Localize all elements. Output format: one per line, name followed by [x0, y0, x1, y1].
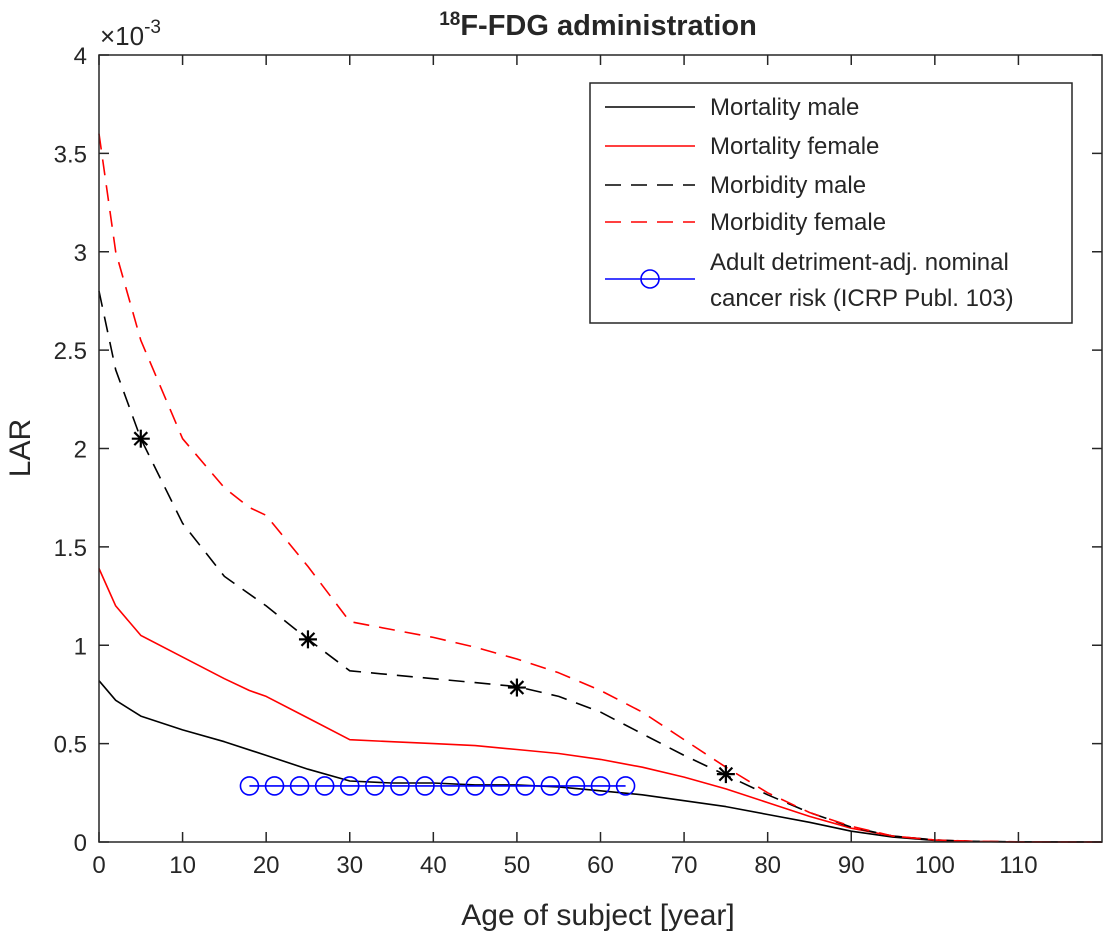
x-tick-label: 60 [587, 852, 614, 879]
legend-label: Adult detriment-adj. nominal cancer risk … [710, 249, 1014, 312]
icrp-risk-marker [540, 776, 561, 796]
asterisk-stroke [718, 766, 734, 782]
legend-label: Mortality male [710, 94, 859, 121]
y-tick-label: 0.5 [54, 732, 87, 759]
chart-title: 18F-FDG administration [439, 9, 757, 42]
icrp-risk-marker [465, 776, 485, 796]
legend-label-line: Adult detriment-adj. nominal [710, 249, 1009, 276]
icrp-risk-marker [365, 776, 385, 796]
x-tick-label: 30 [336, 852, 363, 879]
legend-swatch-marker [640, 269, 660, 289]
y-exponent-label: ×10-3 [100, 17, 161, 51]
axis-ticks: 0 10 20 30 40 50 60 70 80 90 100 110 0 0.5 1 1.5 2 2.5 3 3.… [54, 43, 1102, 879]
legend-label-line: cancer risk (ICRP Publ. 103) [710, 285, 1014, 312]
icrp-risk-marker [565, 776, 586, 796]
plot-area [98, 133, 1103, 843]
asterisk-marker [131, 429, 150, 448]
x-tick-label: 0 [92, 852, 105, 879]
icrp-risk-marker [314, 776, 335, 796]
y-tick-label: 2 [74, 437, 87, 464]
series-line-morbidity-female [98, 133, 1103, 843]
exponent-power: -3 [144, 17, 161, 38]
x-tick-label: 50 [504, 852, 531, 879]
legend-entry-mortality-female: Mortality female [605, 133, 879, 160]
legend-label: Morbidity male [710, 172, 866, 199]
y-tick-label: 1 [74, 633, 87, 660]
y-axis-label: LAR [4, 419, 37, 477]
asterisk-stroke [300, 632, 316, 647]
exponent-base: ×10 [100, 21, 144, 51]
icrp-risk-marker [590, 776, 611, 796]
icrp-risk-marker [339, 776, 360, 796]
icrp-risk-marker [289, 776, 310, 796]
x-axis-label: Age of subject [year] [461, 899, 735, 932]
icrp-risk-marker [390, 776, 410, 796]
x-tick-label: 70 [671, 852, 698, 879]
icrp-risk-marker [515, 776, 536, 796]
x-tick-label: 100 [915, 852, 955, 879]
x-tick-label: 90 [838, 852, 865, 879]
legend-entry-morbidity-female: Morbidity female [605, 209, 886, 236]
legend-label: Morbidity female [710, 209, 886, 236]
y-tick-label: 3 [74, 240, 87, 267]
title-superscript: 18 [439, 9, 460, 30]
legend-box [589, 82, 1073, 324]
asterisk-marker [716, 765, 735, 784]
y-tick-label: 4 [74, 43, 87, 70]
icrp-risk-marker [440, 776, 460, 796]
asterisk-stroke [133, 431, 149, 446]
y-tick-label: 2.5 [54, 338, 87, 365]
series-line-mortality-male [98, 680, 1103, 843]
y-tick-label: 1.5 [54, 535, 87, 562]
y-tick-label: 3.5 [54, 141, 87, 168]
asterisk-marker [298, 630, 317, 649]
x-tick-label: 110 [999, 852, 1037, 879]
x-tick-label: 40 [420, 852, 447, 879]
icrp-risk-marker [264, 776, 285, 796]
icrp-risk-marker [490, 776, 511, 796]
x-tick-label: 80 [754, 852, 781, 879]
legend-label: Mortality female [710, 133, 879, 160]
series-line-mortality-female [98, 568, 1103, 843]
legend-entry-morbidity-male: Morbidity male [605, 172, 866, 199]
x-tick-label: 10 [169, 852, 196, 879]
y-tick-label: 0 [74, 830, 87, 857]
asterisk-stroke [509, 680, 525, 695]
icrp-risk-marker [415, 776, 435, 796]
icrp-risk-marker [239, 776, 260, 796]
legend: Mortality male Mortality female Morbidity … [589, 82, 1073, 324]
legend-entry-mortality-male: Mortality male [605, 94, 859, 121]
title-main: F-FDG administration [460, 10, 756, 42]
legend-entry-adult-detriment-adj-nominal-cancer-risk-icrp-publ-103: Adult detriment-adj. nominal cancer risk … [605, 249, 1014, 312]
icrp-risk-marker [615, 776, 636, 796]
x-tick-label: 20 [253, 852, 280, 879]
asterisk-marker [507, 678, 526, 697]
